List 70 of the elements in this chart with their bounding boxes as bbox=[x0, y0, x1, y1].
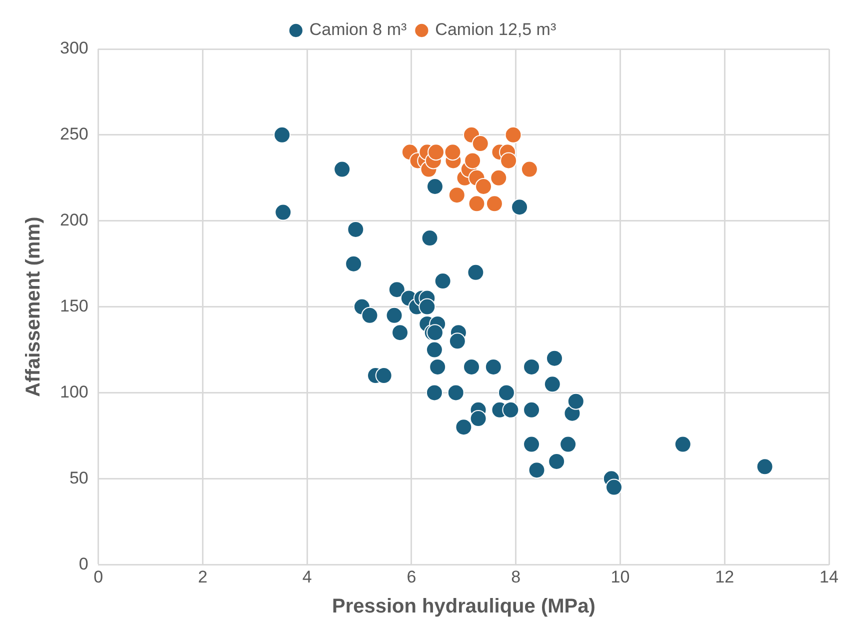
y-tick-label: 200 bbox=[60, 210, 88, 230]
x-tick-label: 10 bbox=[610, 567, 630, 586]
point bbox=[388, 281, 406, 298]
point bbox=[347, 220, 364, 238]
y-tick-label: 150 bbox=[60, 296, 88, 316]
point bbox=[472, 135, 489, 152]
point bbox=[426, 384, 443, 402]
x-tick-label: 0 bbox=[94, 567, 104, 586]
legend-label: Camion 8 m³ bbox=[309, 20, 408, 40]
point bbox=[475, 178, 492, 195]
y-tick-label: 250 bbox=[60, 124, 88, 144]
point bbox=[498, 384, 515, 402]
point bbox=[756, 458, 774, 476]
point bbox=[502, 401, 520, 418]
point bbox=[500, 152, 518, 170]
x-tick-label: 4 bbox=[302, 567, 312, 586]
point bbox=[386, 306, 403, 324]
point bbox=[428, 144, 445, 161]
point bbox=[426, 341, 443, 358]
point bbox=[392, 324, 409, 342]
point bbox=[429, 358, 446, 376]
point bbox=[361, 306, 378, 324]
y-tick-label: 300 bbox=[60, 38, 88, 58]
y-axis-title: Affaissement (mm) bbox=[22, 216, 45, 397]
point bbox=[546, 350, 563, 367]
point bbox=[463, 358, 480, 376]
y-tick-label: 100 bbox=[60, 382, 88, 402]
point bbox=[605, 478, 622, 496]
point bbox=[274, 204, 292, 221]
point bbox=[490, 169, 508, 186]
point bbox=[375, 367, 392, 384]
point bbox=[504, 126, 522, 144]
point bbox=[418, 298, 436, 316]
legend-label: Camion 12,5 m³ bbox=[435, 20, 556, 40]
y-tick-label: 0 bbox=[78, 554, 88, 574]
point bbox=[484, 358, 502, 376]
point bbox=[448, 186, 466, 204]
point bbox=[467, 264, 484, 281]
point bbox=[511, 198, 528, 216]
point bbox=[426, 178, 444, 195]
point bbox=[567, 392, 584, 410]
x-axis-title: Pression hydraulique (MPa) bbox=[332, 596, 596, 618]
point bbox=[421, 230, 438, 247]
point bbox=[468, 195, 486, 212]
point bbox=[434, 272, 452, 290]
point bbox=[470, 410, 487, 428]
point bbox=[464, 152, 482, 170]
point bbox=[455, 418, 472, 436]
point bbox=[486, 195, 503, 212]
point bbox=[345, 255, 362, 272]
point bbox=[447, 384, 464, 402]
point bbox=[548, 452, 566, 470]
x-tick-label: 6 bbox=[406, 567, 416, 586]
point bbox=[448, 332, 466, 350]
point bbox=[544, 376, 561, 393]
point bbox=[523, 436, 540, 453]
point bbox=[674, 436, 692, 453]
point bbox=[334, 160, 351, 178]
point bbox=[274, 126, 291, 144]
x-tick-label: 12 bbox=[715, 567, 734, 586]
x-tick-label: 2 bbox=[198, 567, 208, 586]
x-tick-label: 8 bbox=[511, 567, 521, 586]
y-tick-label: 50 bbox=[69, 468, 88, 488]
point bbox=[523, 358, 540, 376]
x-tick-label: 14 bbox=[820, 567, 838, 586]
point bbox=[444, 144, 462, 161]
point bbox=[520, 160, 538, 178]
point bbox=[523, 401, 540, 418]
point bbox=[560, 436, 577, 453]
point bbox=[528, 462, 546, 479]
